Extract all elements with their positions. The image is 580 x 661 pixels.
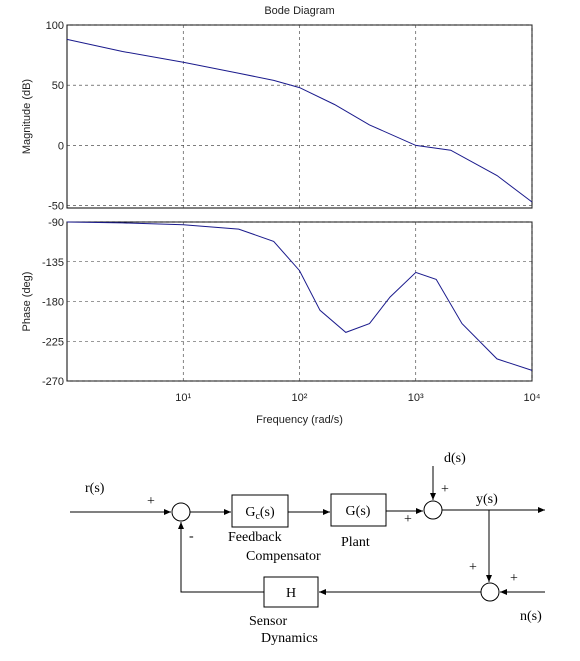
sign: -: [189, 529, 194, 544]
y-tick-label: 0: [58, 140, 64, 152]
line: [66, 38, 533, 203]
y-tick-label: -50: [48, 201, 64, 213]
summing-junction: [171, 502, 191, 522]
block-caption: Plant: [341, 535, 370, 550]
block: [231, 494, 289, 528]
line: [66, 221, 533, 371]
x-tick-label: 10³: [408, 392, 424, 404]
y-axis-label: Magnitude (dB): [21, 79, 33, 154]
y-tick-label: -135: [42, 257, 64, 269]
block-caption: Compensator: [246, 549, 321, 564]
block-caption: Sensor: [249, 614, 287, 629]
signal-label: d(s): [444, 451, 466, 466]
x-tick-label: 10²: [292, 392, 308, 404]
signal-label: n(s): [520, 609, 542, 624]
block-label: Gc(s): [245, 505, 275, 522]
signal-label: r(s): [85, 481, 105, 496]
x-axis-label: Frequency (rad/s): [256, 414, 343, 426]
block-caption: Dynamics: [261, 631, 318, 646]
summing-junction: [423, 500, 443, 520]
bode-plot: Bode Diagram Magnitude (dB) -50 0 50 100 Phase…: [21, 5, 541, 426]
sign: +: [510, 571, 518, 586]
y-tick-label: 100: [46, 20, 64, 32]
block: [263, 576, 319, 608]
y-tick-label: -270: [42, 376, 64, 388]
wire: [178, 522, 264, 593]
block-diagram: r(s) + - Gc(s) Feedback Compensator G(s)…: [70, 451, 545, 646]
sign: +: [441, 482, 449, 497]
y-tick-label: -225: [42, 336, 64, 348]
sign: +: [147, 494, 155, 509]
sign: +: [469, 560, 477, 575]
summing-junction: [480, 582, 500, 602]
signal-label: y(s): [476, 492, 498, 507]
block-caption: Feedback: [228, 530, 282, 545]
y-tick-label: -90: [48, 217, 64, 229]
x-tick-label: 10¹: [175, 392, 191, 404]
y-axis-label: Phase (deg): [21, 272, 33, 332]
x-tick-label: 10⁴: [524, 392, 541, 404]
block-label: H: [286, 586, 296, 601]
y-tick-label: -180: [42, 297, 64, 309]
y-tick-label: 50: [52, 80, 64, 92]
block-label: G(s): [346, 504, 371, 519]
chart-title: Bode Diagram: [264, 5, 334, 17]
block: [330, 493, 387, 527]
sign: +: [404, 512, 412, 527]
